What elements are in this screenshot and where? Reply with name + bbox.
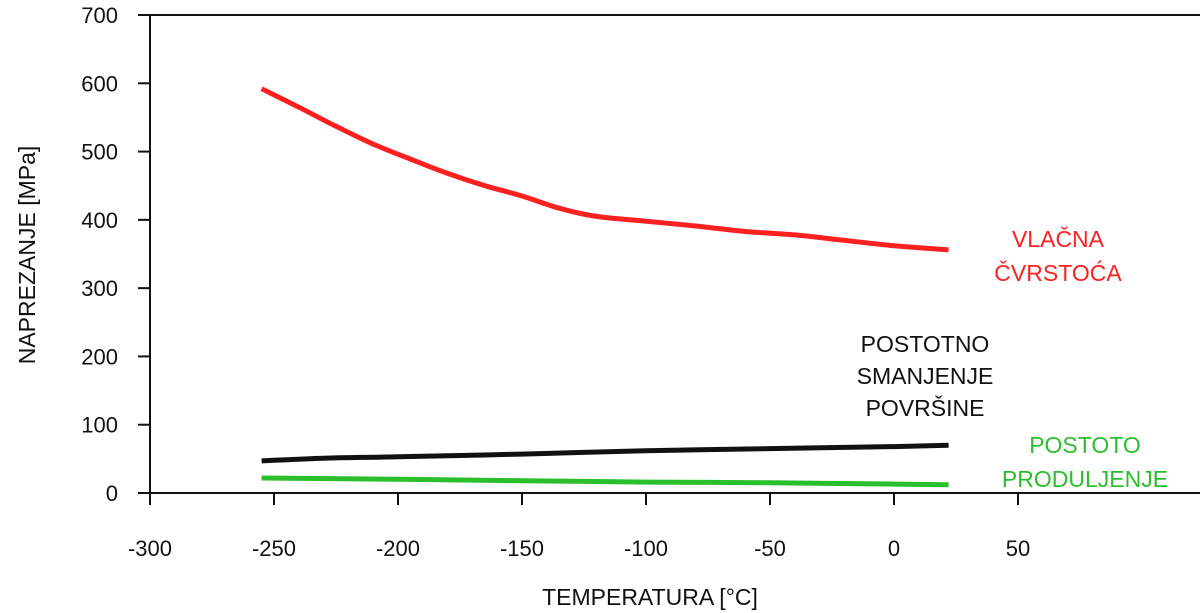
y-tick-label: 0 <box>106 481 118 506</box>
area-reduction-label-line: POVRŠINE <box>866 394 985 421</box>
x-tick-label: -50 <box>754 536 786 561</box>
x-tick-label: -100 <box>624 536 668 561</box>
y-tick-label: 400 <box>81 208 118 233</box>
ticks: -300 -250 -200 -150 -100 -50 0 5001002003004005… <box>81 3 1030 561</box>
area-reduction-label-line: POSTOTNO <box>861 331 990 357</box>
x-tick-label: 0 <box>888 536 900 561</box>
x-tick-label: -300 <box>128 536 172 561</box>
y-tick-label: 700 <box>81 3 118 28</box>
tensile-strength-line <box>260 86 949 253</box>
y-tick-label: 300 <box>81 276 118 301</box>
x-tick-label: -200 <box>376 536 420 561</box>
series-labels: VLAČNA ČVRSTOĆA POSTOTNO SMANJENJE POVRŠINE P… <box>857 225 1168 492</box>
area-reduction-label-line: SMANJENJE <box>857 363 994 389</box>
elongation-label-line: POSTOTO <box>1029 432 1141 458</box>
tensile-strength-label-line: ČVRSTOĆA <box>994 259 1122 286</box>
y-tick-label: 500 <box>81 140 118 165</box>
x-axis-label: TEMPERATURA [°C] <box>542 584 758 610</box>
x-tick-label: -250 <box>252 536 296 561</box>
x-tick-label: -150 <box>500 536 544 561</box>
series-layer <box>260 86 949 488</box>
tensile-strength-label-line: VLAČNA <box>1012 225 1105 252</box>
axes <box>149 14 1200 494</box>
y-axis-label: NAPREZANJE [MPa] <box>14 146 40 365</box>
x-tick-label: 50 <box>1006 536 1030 561</box>
elongation-label-line: PRODULJENJE <box>1002 466 1168 492</box>
elongation-line <box>261 475 949 488</box>
plot-frame <box>149 14 1200 493</box>
y-tick-label: 100 <box>81 413 118 438</box>
y-tick-label: 600 <box>81 71 118 96</box>
area-reduction-line <box>261 442 949 464</box>
y-tick-label: 200 <box>81 344 118 369</box>
